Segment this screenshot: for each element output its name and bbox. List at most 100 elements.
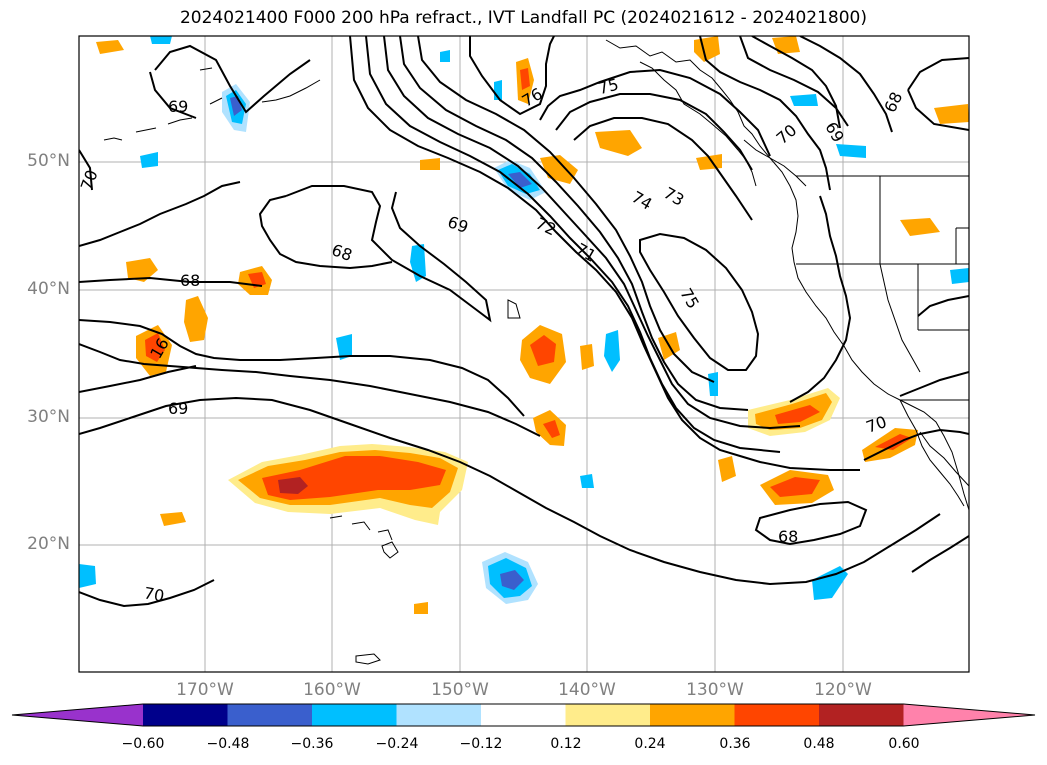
shade-blob-23	[414, 602, 428, 614]
neg-blob-6	[336, 334, 352, 360]
lon-label: 120°W	[814, 680, 872, 700]
contour-69-sw	[79, 396, 941, 586]
shade-blob-24	[420, 158, 440, 170]
neg-blob-11	[790, 94, 818, 106]
shade-blob-20	[718, 456, 736, 482]
colorbar-tick-label: 0.48	[803, 736, 835, 752]
refractivity-contours	[79, 36, 969, 608]
contour-68-east	[907, 57, 969, 91]
contour-68-south	[754, 500, 868, 546]
neg-blob-10	[836, 144, 866, 158]
lon-label: 140°W	[558, 680, 616, 700]
neg-blob-14	[950, 268, 969, 284]
neg-blob-9	[140, 152, 158, 168]
colorbar-tick-label: 0.24	[634, 736, 666, 752]
colorbar-segment	[565, 704, 651, 726]
neg-blob-1c	[500, 570, 524, 590]
shade-blob-10b	[520, 68, 530, 90]
map-border	[78, 35, 970, 673]
colorbar-tick-label: 0.36	[719, 736, 751, 752]
contour-76	[469, 36, 555, 116]
contour-69-west	[79, 343, 541, 437]
colorbar-segment	[143, 704, 228, 726]
shade-blob-1c	[775, 405, 820, 424]
lat-label: 50°N	[27, 151, 70, 171]
lon-label: 170°W	[176, 680, 234, 700]
negative-shading	[79, 36, 969, 604]
contour-69-north	[154, 44, 311, 114]
shade-blob-5b	[543, 420, 560, 438]
contour-75-north	[539, 68, 771, 157]
neg-blob-16	[580, 474, 594, 488]
contour-75-south	[639, 232, 760, 371]
neg-blob-2c	[508, 172, 532, 188]
neg-blob-8	[812, 566, 848, 600]
neg-blob-12	[708, 372, 718, 396]
lon-label: 150°W	[431, 680, 489, 700]
colorbar-segment	[819, 704, 904, 726]
shade-blob-4b	[530, 335, 556, 366]
colorbar-tick-label: −0.12	[459, 736, 503, 752]
colorbar-tick-label: −0.24	[375, 736, 419, 752]
contour-70-sw	[79, 579, 215, 608]
lon-label: 130°W	[686, 680, 744, 700]
shade-blob-2b	[770, 477, 820, 497]
contour-westerly-3	[383, 36, 801, 430]
contour-74	[555, 93, 753, 171]
colorbar-extend-high	[903, 704, 1035, 726]
colorbar	[11, 703, 1036, 727]
shade-blob-12	[595, 130, 642, 156]
shade-blob-15	[900, 218, 940, 236]
graticule	[79, 36, 969, 672]
contour-westerly-4	[399, 36, 749, 411]
contour-68-west	[285, 185, 492, 323]
colorbar-segment	[650, 704, 735, 726]
colorbar-outline	[11, 703, 1036, 727]
colorbar-tick-label: 0.12	[550, 736, 582, 752]
contour-70-east	[751, 36, 841, 129]
contour-73	[573, 117, 753, 221]
shade-blob-17	[772, 36, 800, 54]
neg-blob-4	[604, 330, 620, 372]
contour-label: 69	[168, 399, 188, 418]
contour-east-ne	[917, 295, 969, 317]
colorbar-segment	[312, 704, 397, 726]
contour-westerly-2	[365, 36, 781, 453]
colorbar-tick-label: −0.60	[121, 736, 165, 752]
shade-blob-3b	[875, 434, 912, 450]
contour-westerly-1	[349, 36, 860, 471]
colorbar-segment	[227, 704, 313, 726]
colorbar-extend-low	[12, 704, 143, 726]
contour-70-south	[863, 428, 969, 461]
colorbar-segment	[396, 704, 482, 726]
shade-blob-14	[934, 104, 969, 124]
lon-label: 160°W	[303, 680, 361, 700]
contour-ridge	[789, 195, 852, 403]
contour-east-1	[699, 36, 831, 191]
lat-label: 40°N	[27, 279, 70, 299]
contour-label: 70	[77, 167, 102, 193]
contour-label: 69	[168, 97, 188, 116]
shade-blob-16	[96, 40, 124, 54]
shade-blob-8	[184, 296, 208, 342]
lat-label: 20°N	[27, 534, 70, 554]
neg-blob-7	[79, 564, 96, 588]
map-title: 2024021400 F000 200 hPa refract., IVT La…	[179, 8, 867, 28]
contour-label: 68	[180, 271, 200, 290]
contour-westerly-5	[417, 36, 715, 383]
neg-blob-17	[440, 50, 450, 62]
contour-label: 70	[142, 583, 165, 605]
shade-blob-7b	[145, 333, 165, 362]
contour-label: 75	[596, 75, 621, 99]
coastlines	[103, 39, 969, 665]
shade-blob-13	[694, 36, 720, 62]
neg-blob-13	[150, 36, 172, 44]
shade-blob-18	[160, 512, 186, 526]
contour-69-east	[799, 36, 893, 133]
contour-68-mid	[79, 276, 263, 287]
shade-band-inner	[262, 456, 446, 500]
colorbar-tick-label: −0.48	[206, 736, 250, 752]
shade-band-core	[278, 477, 308, 494]
colorbar-segment	[481, 704, 566, 726]
